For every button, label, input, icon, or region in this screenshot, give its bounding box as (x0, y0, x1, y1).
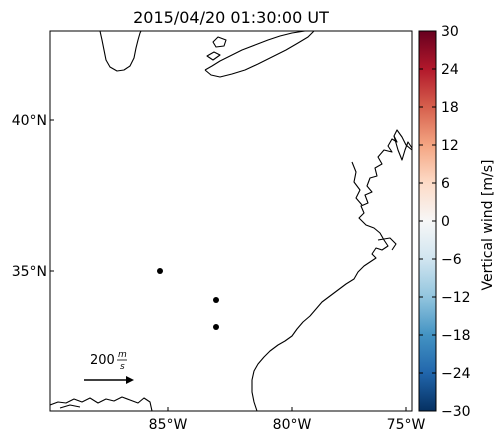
colorbar-tick-label: −12 (441, 290, 471, 306)
atlantic-coast (251, 129, 412, 411)
colorbar-tick-label: −6 (441, 252, 462, 268)
scale-arrow: 200 m s (84, 350, 134, 384)
map-frame (49, 30, 413, 412)
lon-tick-label: 85°W (149, 417, 188, 433)
lon-tick-label: 75°W (387, 417, 426, 433)
station-marker (157, 268, 163, 274)
lon-tick-label: 80°W (273, 417, 312, 433)
scale-value: 200 (90, 353, 115, 368)
colorbar-tick-label: 18 (441, 100, 459, 116)
colorbar-tick-label: 0 (441, 214, 450, 230)
station-marker (213, 324, 219, 330)
lat-tick-label: 40°N (12, 113, 47, 129)
colorbar-label: Vertical wind [m/s] (480, 160, 496, 291)
coastlines (50, 31, 412, 411)
lake-michigan (99, 31, 142, 72)
scale-unit-numerator: m (118, 350, 127, 360)
lake-erie (204, 31, 314, 71)
colorbar-ticks: 30 24 18 12 6 0 −6 −12 −18 −24 −30 (419, 24, 471, 420)
gulf-coast (50, 396, 153, 411)
colorbar-axis-label-wrap: Vertical wind [m/s] (480, 160, 496, 291)
scale-unit-denominator: s (120, 362, 125, 372)
colorbar-tick-label: −24 (441, 366, 471, 382)
colorbar-tick-label: −18 (441, 328, 471, 344)
colorbar-tick-label: 24 (441, 62, 459, 78)
colorbar-tick-label: −30 (441, 404, 471, 420)
lat-axis: 40°N 35°N (12, 113, 54, 280)
lat-tick-label: 35°N (12, 264, 47, 280)
lon-axis: 85°W 80°W 75°W (149, 407, 426, 433)
colorbar-tick-label: 6 (441, 176, 450, 192)
colorbar-tick-label: 12 (441, 138, 459, 154)
station-markers (157, 268, 219, 330)
station-marker (213, 297, 219, 303)
map-title: 2015/04/20 01:30:00 UT (133, 8, 329, 27)
colorbar-tick-label: 30 (441, 24, 459, 40)
